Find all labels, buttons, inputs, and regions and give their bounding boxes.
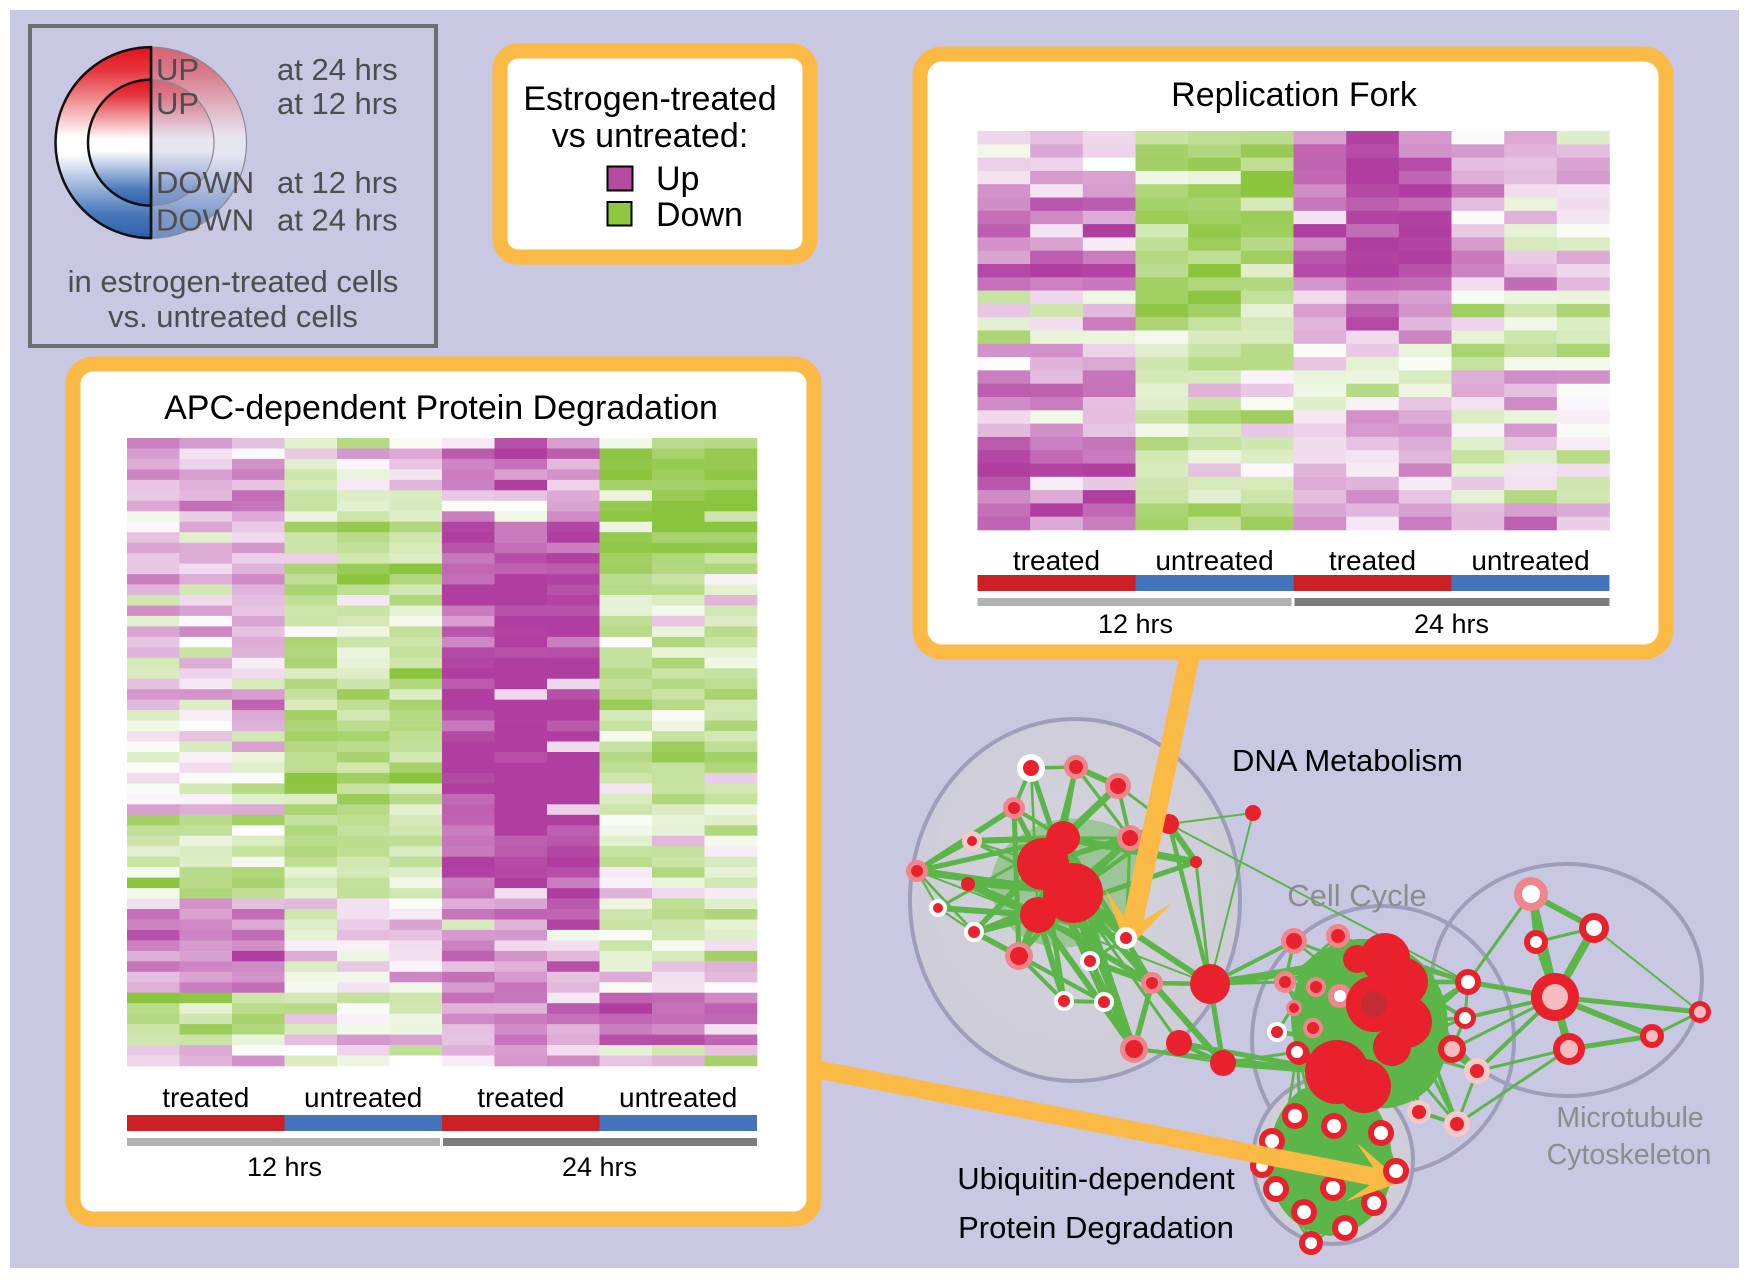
svg-text:UP: UP <box>156 52 199 87</box>
svg-text:Up: Up <box>656 160 699 198</box>
svg-text:untreated: untreated <box>304 1082 422 1113</box>
svg-text:treated: treated <box>477 1082 564 1113</box>
svg-text:Estrogen-treated: Estrogen-treated <box>523 80 776 118</box>
svg-text:untreated: untreated <box>1155 545 1273 576</box>
svg-text:UP: UP <box>156 86 199 121</box>
svg-text:treated: treated <box>1329 545 1416 576</box>
svg-text:APC-dependent Protein Degradat: APC-dependent Protein Degradation <box>164 389 718 427</box>
svg-text:vs. untreated cells: vs. untreated cells <box>108 299 358 334</box>
svg-text:Cytoskeleton: Cytoskeleton <box>1547 1139 1712 1171</box>
svg-text:12 hrs: 12 hrs <box>1098 609 1173 639</box>
svg-text:Microtubule: Microtubule <box>1556 1102 1703 1134</box>
svg-text:Cell Cycle: Cell Cycle <box>1287 878 1427 913</box>
svg-text:Ubiquitin-dependent: Ubiquitin-dependent <box>957 1161 1235 1196</box>
svg-text:at 24 hrs: at 24 hrs <box>277 52 398 87</box>
svg-text:12 hrs: 12 hrs <box>247 1152 322 1182</box>
svg-text:at 12 hrs: at 12 hrs <box>277 86 398 121</box>
svg-text:Protein Degradation: Protein Degradation <box>958 1210 1234 1245</box>
svg-text:at 24 hrs: at 24 hrs <box>277 203 398 238</box>
svg-text:vs untreated:: vs untreated: <box>552 117 749 155</box>
svg-text:Down: Down <box>656 196 743 234</box>
svg-text:treated: treated <box>162 1082 249 1113</box>
svg-text:DNA Metabolism: DNA Metabolism <box>1232 743 1463 778</box>
svg-text:Replication Fork: Replication Fork <box>1171 76 1418 114</box>
svg-text:at 12 hrs: at 12 hrs <box>277 165 398 200</box>
svg-text:24 hrs: 24 hrs <box>1414 609 1489 639</box>
svg-text:in estrogen-treated cells: in estrogen-treated cells <box>68 264 399 299</box>
svg-text:treated: treated <box>1013 545 1100 576</box>
svg-text:untreated: untreated <box>1471 545 1589 576</box>
svg-text:DOWN: DOWN <box>156 203 254 238</box>
svg-text:DOWN: DOWN <box>156 165 254 200</box>
svg-text:untreated: untreated <box>619 1082 737 1113</box>
svg-text:24 hrs: 24 hrs <box>562 1152 637 1182</box>
